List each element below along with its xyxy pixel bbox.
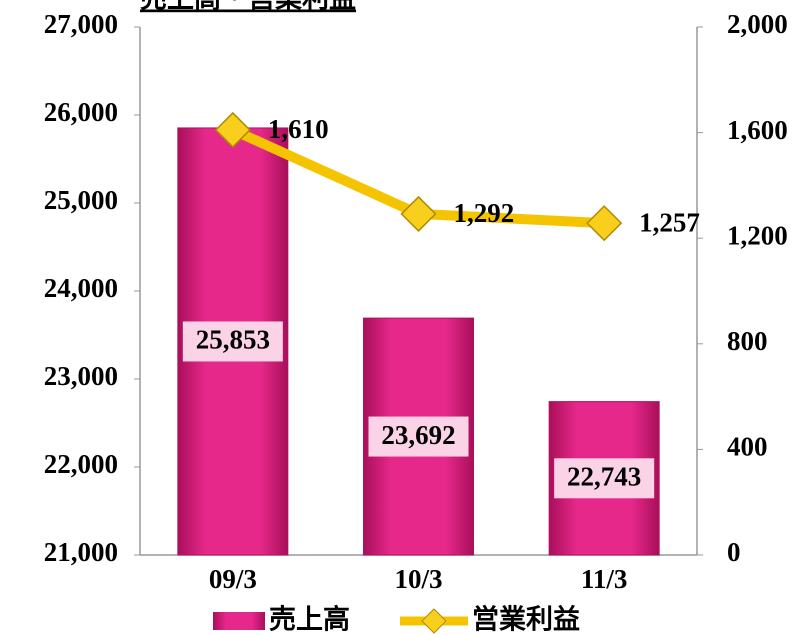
chart-title: 売上高・営業利益 bbox=[140, 0, 356, 15]
y2-tick-label: 400 bbox=[727, 432, 768, 462]
y2-tick-label: 2,000 bbox=[727, 9, 788, 39]
y-tick-label: 27,000 bbox=[44, 9, 118, 39]
data-label: 23,692 bbox=[381, 420, 455, 450]
y-tick-label: 26,000 bbox=[44, 97, 118, 127]
data-label: 25,853 bbox=[196, 325, 270, 355]
data-label: 22,743 bbox=[567, 462, 641, 492]
data-label-box bbox=[182, 321, 283, 362]
legend-label: 売上高 bbox=[269, 604, 350, 635]
data-label: 1,610 bbox=[268, 114, 329, 144]
y2-tick-label: 800 bbox=[727, 326, 768, 356]
y2-tick-label: 1,600 bbox=[727, 115, 788, 145]
point bbox=[586, 205, 623, 242]
data-label-box bbox=[554, 458, 655, 499]
data-label: 1,292 bbox=[454, 198, 515, 228]
y-tick-label: 22,000 bbox=[44, 449, 118, 479]
point bbox=[214, 111, 251, 149]
data-label-box bbox=[368, 416, 469, 457]
y-tick-label: 23,000 bbox=[44, 361, 118, 391]
x-tick-label: 10/3 bbox=[394, 564, 442, 594]
x-tick-label: 11/3 bbox=[581, 564, 628, 594]
y2-tick-label: 0 bbox=[727, 537, 741, 567]
x-tick-label: 09/3 bbox=[209, 564, 257, 594]
y-tick-label: 24,000 bbox=[44, 273, 118, 303]
legend-marker bbox=[421, 608, 447, 634]
y-tick-label: 21,000 bbox=[44, 537, 118, 567]
data-label: 1,257 bbox=[639, 207, 700, 237]
legend-label: 営業利益 bbox=[472, 604, 580, 635]
legend-swatch bbox=[213, 612, 265, 630]
point bbox=[400, 195, 437, 232]
y2-tick-label: 1,200 bbox=[727, 220, 788, 250]
y-tick-label: 25,000 bbox=[44, 185, 118, 215]
